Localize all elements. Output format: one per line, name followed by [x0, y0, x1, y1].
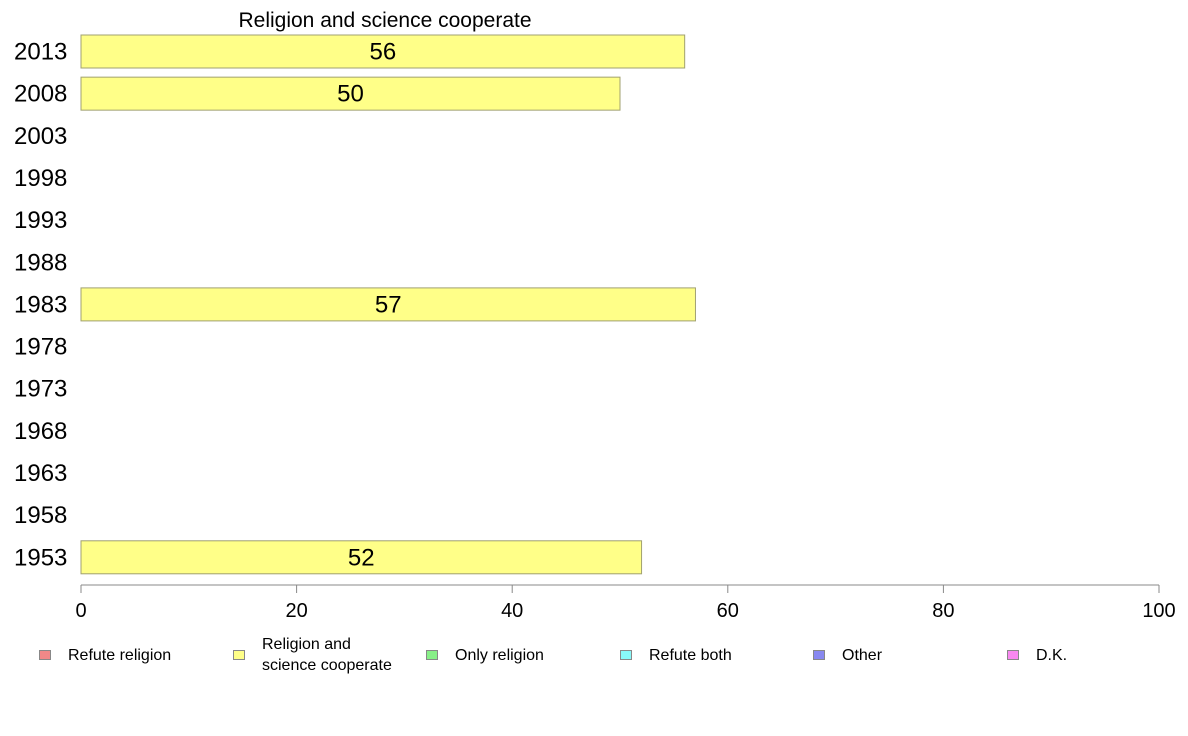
y-tick-label: 1978 — [14, 334, 67, 361]
bar — [80, 287, 696, 322]
legend-swatch — [1007, 650, 1019, 660]
legend-label: Religion and science cooperate — [262, 636, 392, 674]
legend-label: Refute both — [649, 646, 732, 664]
x-tick-label: 80 — [932, 600, 954, 622]
legend-item-only-religion: Only religion — [426, 632, 544, 678]
y-tick-label: 1958 — [14, 502, 67, 529]
legend-swatch — [813, 650, 825, 660]
bar — [80, 540, 643, 575]
y-tick-label: 2013 — [14, 39, 67, 66]
legend-item-refute-both: Refute both — [620, 632, 732, 678]
bar — [80, 76, 621, 111]
legend-swatch — [426, 650, 438, 660]
legend-label: D.K. — [1036, 646, 1068, 664]
y-tick-label: 1993 — [14, 207, 67, 234]
legend-item-dk: D.K. — [1007, 632, 1067, 678]
legend: Refute religion Religion and science coo… — [0, 632, 1188, 682]
y-tick-label: 1973 — [14, 376, 67, 403]
bar — [80, 34, 686, 69]
legend-item-other: Other — [813, 632, 882, 678]
bar-value-label: 50 — [337, 81, 364, 108]
y-tick-label: 1953 — [14, 544, 67, 571]
legend-swatch — [233, 650, 245, 660]
y-tick-label: 2008 — [14, 81, 67, 108]
legend-swatch — [620, 650, 632, 660]
legend-label: Refute religion — [68, 646, 172, 664]
y-tick-label: 1988 — [14, 249, 67, 276]
legend-swatch — [39, 650, 51, 660]
legend-item-religion-and-science-cooperate: Religion and science cooperate — [233, 632, 392, 678]
legend-item-refute-religion: Refute religion — [39, 632, 171, 678]
x-tick-label: 40 — [501, 600, 523, 622]
x-tick-label: 20 — [285, 600, 307, 622]
bar-value-label: 52 — [348, 544, 375, 571]
chart-title: Religion and science cooperate — [238, 9, 531, 32]
y-tick-label: 2003 — [14, 123, 67, 150]
x-tick-label: 100 — [1142, 600, 1175, 622]
bar-value-label: 57 — [375, 291, 402, 318]
y-tick-label: 1998 — [14, 165, 67, 192]
bar-chart: Religion and science cooperate 56505752 … — [14, 9, 1176, 622]
y-tick-label: 1968 — [14, 418, 67, 445]
bar-value-label: 56 — [369, 39, 396, 66]
x-tick-label: 60 — [717, 600, 739, 622]
legend-label: Only religion — [455, 646, 544, 664]
y-tick-label: 1963 — [14, 460, 67, 487]
legend-label: Other — [842, 646, 883, 664]
y-tick-label: 1983 — [14, 291, 67, 318]
x-tick-label: 0 — [75, 600, 86, 622]
